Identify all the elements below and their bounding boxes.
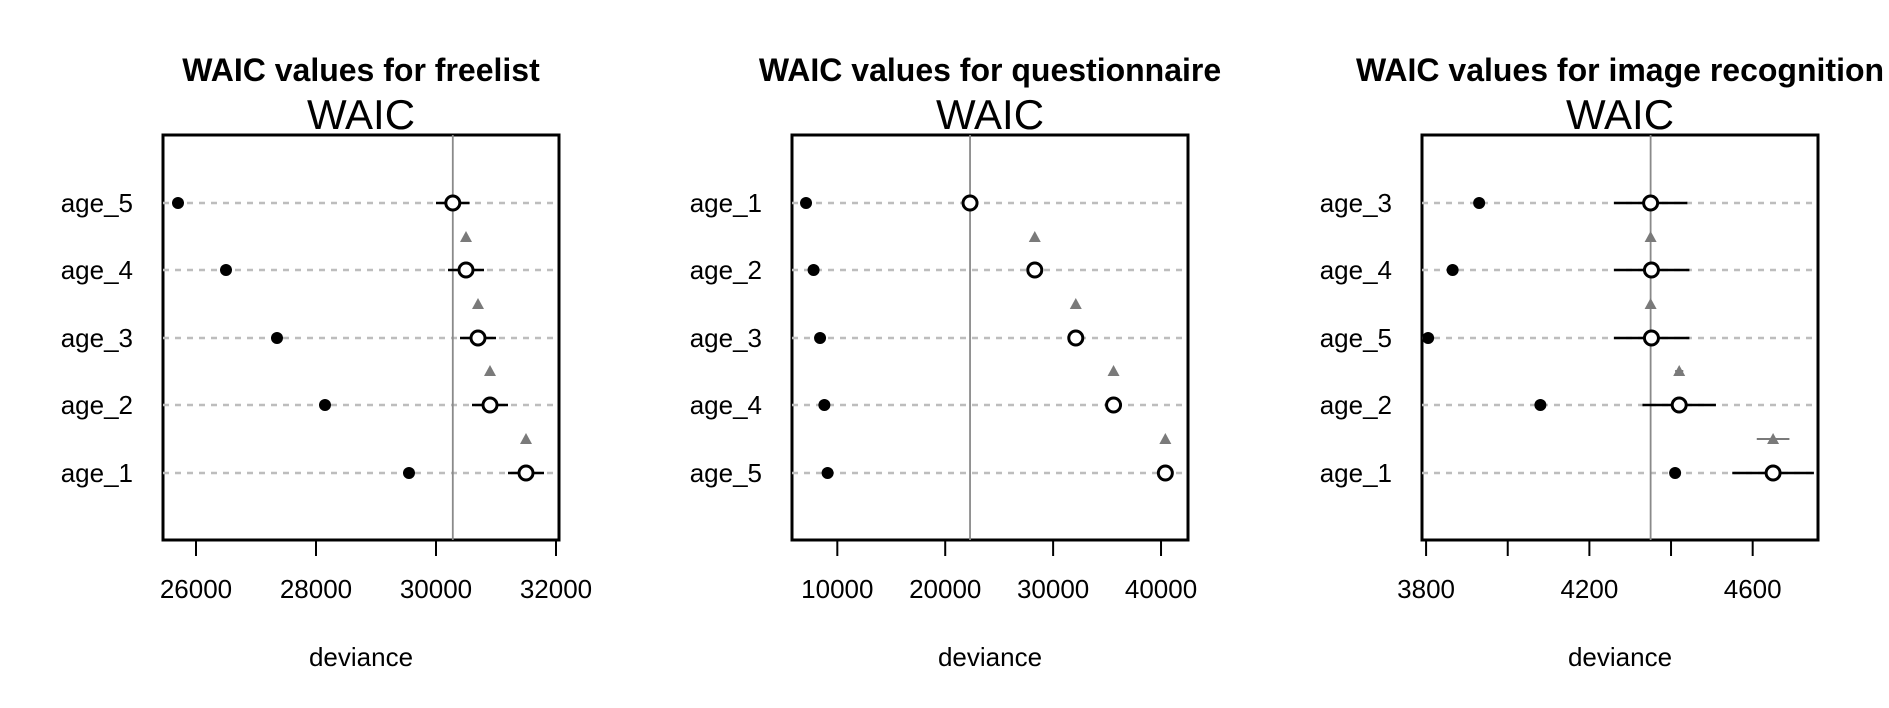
x-tick-label: 30000: [1017, 574, 1089, 604]
category-label: age_1: [690, 188, 762, 218]
waic-point: [481, 396, 499, 414]
waic-point: [1642, 194, 1660, 212]
waic-point: [517, 464, 535, 482]
x-tick-label: 20000: [909, 574, 981, 604]
x-tick-label: 40000: [1125, 574, 1197, 604]
waic-point: [1764, 464, 1782, 482]
waic-point: [469, 329, 487, 347]
in-sample-point: [220, 264, 232, 276]
panel-title: WAIC values for questionnaire: [759, 52, 1221, 88]
dwaic-point: [1673, 365, 1686, 376]
category-label: age_5: [61, 188, 133, 218]
x-tick-label: 26000: [160, 574, 232, 604]
category-label: age_3: [61, 323, 133, 353]
in-sample-point: [319, 399, 331, 411]
in-sample-point: [403, 467, 415, 479]
x-tick-label: 32000: [520, 574, 592, 604]
panel-title: WAIC values for freelist: [182, 52, 540, 88]
x-tick-label: 4600: [1724, 574, 1782, 604]
in-sample-point: [821, 467, 834, 479]
dwaic-point: [1107, 365, 1120, 376]
panel-questionnaire: WAIC values for questionnaire WAIC age_1…: [690, 52, 1221, 672]
category-label: age_2: [61, 390, 133, 420]
x-axis-label: deviance: [938, 642, 1042, 672]
panel-subtitle: WAIC: [1566, 91, 1674, 138]
x-tick-label: 28000: [280, 574, 352, 604]
x-tick-label: 4200: [1560, 574, 1618, 604]
x-tick-label: 10000: [801, 574, 873, 604]
dwaic-point: [484, 365, 496, 376]
in-sample-point: [1473, 197, 1486, 209]
category-label: age_3: [690, 323, 762, 353]
in-sample-point: [800, 197, 813, 209]
in-sample-point: [1422, 332, 1435, 344]
in-sample-point: [807, 264, 820, 276]
panel-subtitle: WAIC: [936, 91, 1044, 138]
in-sample-point: [271, 332, 283, 344]
in-sample-point: [1669, 467, 1682, 479]
waic-point: [444, 194, 462, 212]
dwaic-point: [1644, 298, 1657, 309]
waic-point: [1670, 396, 1688, 414]
category-label: age_1: [1320, 458, 1392, 488]
x-axis-label: deviance: [309, 642, 413, 672]
waic-point: [1156, 464, 1174, 482]
dwaic-point: [1028, 231, 1041, 242]
waic-point: [457, 261, 475, 279]
in-sample-point: [818, 399, 831, 411]
waic-point: [1105, 396, 1123, 414]
panel-title: WAIC values for image recognition: [1356, 52, 1884, 88]
in-sample-point: [172, 197, 184, 209]
dwaic-point: [1159, 433, 1172, 444]
dwaic-point: [1644, 231, 1657, 242]
panel-image-recognition: WAIC values for image recognition WAIC a…: [1320, 52, 1884, 672]
plot-area: age_1 age_2 age_3 age_4 age_5 10000 20000 30000…: [690, 133, 1197, 604]
category-label: age_5: [690, 458, 762, 488]
category-label: age_1: [61, 458, 133, 488]
category-label: age_2: [1320, 390, 1392, 420]
plot-area: age_3 age_4 age_5 age_2 age_1 3800 4200 4600: [1320, 133, 1820, 604]
in-sample-point: [1534, 399, 1547, 411]
panel-subtitle: WAIC: [307, 91, 415, 138]
dwaic-point: [1767, 433, 1780, 444]
category-label: age_4: [61, 255, 133, 285]
in-sample-point: [814, 332, 827, 344]
category-label: age_4: [1320, 255, 1392, 285]
in-sample-point: [1446, 264, 1459, 276]
category-label: age_2: [690, 255, 762, 285]
x-tick-label: 30000: [400, 574, 472, 604]
panel-freelist: WAIC values for freelist WAIC age_5 age_4…: [61, 52, 592, 672]
dwaic-point: [1069, 298, 1082, 309]
plot-area: age_5 age_4 age_3 age_2 age_1 26000 28000 30000…: [61, 133, 592, 604]
waic-point: [961, 194, 979, 212]
x-axis-label: deviance: [1568, 642, 1672, 672]
dwaic-point: [520, 433, 532, 444]
category-label: age_5: [1320, 323, 1392, 353]
category-label: age_4: [690, 390, 762, 420]
waic-point: [1642, 261, 1660, 279]
waic-point: [1026, 261, 1044, 279]
x-tick-label: 3800: [1397, 574, 1455, 604]
waic-point: [1067, 329, 1085, 347]
category-label: age_3: [1320, 188, 1392, 218]
dwaic-point: [460, 231, 472, 242]
dwaic-point: [472, 298, 484, 309]
waic-point: [1642, 329, 1660, 347]
